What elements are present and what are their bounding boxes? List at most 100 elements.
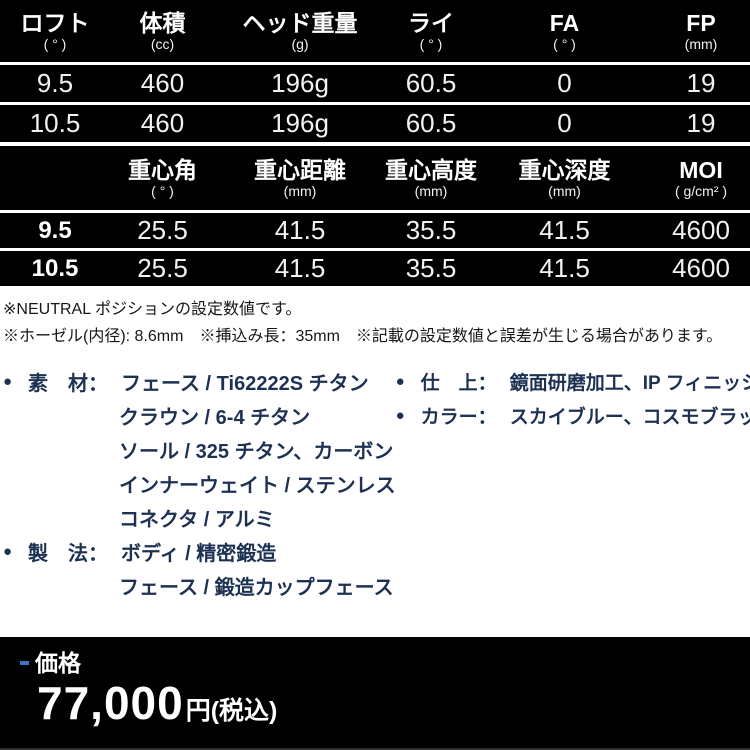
table-cell: 0: [557, 68, 572, 98]
column-label: ヘッド重量: [242, 10, 358, 36]
table-cell: 60.5: [405, 68, 457, 98]
column-header: 重心距離 (mm): [215, 146, 385, 210]
table-cell: 41.5: [274, 253, 326, 283]
table-cell: 196g: [271, 108, 329, 138]
table-cell: 460: [140, 68, 185, 98]
column-header: 体積 (cc): [110, 0, 215, 62]
bullet-icon: ●: [395, 372, 405, 390]
table-row: 9.5 460 196g 60.5 0 19: [0, 62, 750, 102]
column-unit: ( ° ): [553, 36, 576, 52]
materials-section: ● 素 材： フェース / Ti62222S チタンクラウン / 6-4 チタンソー…: [0, 350, 750, 602]
column-header: 重心深度 (mm): [477, 146, 652, 210]
column-label: MOI: [679, 157, 723, 183]
column-label: 重心深度: [518, 157, 611, 183]
table-cell: 9.5: [36, 68, 74, 98]
column-header: ライ( ° ): [385, 0, 477, 62]
table-row: 9.5 25.5 41.5 35.5 41.5 4600: [0, 210, 750, 248]
spec-text: スカイブルー、コスモブラック: [509, 406, 750, 428]
price-tax-unit: 円(税込): [185, 697, 278, 725]
column-unit: ( ° ): [43, 36, 67, 52]
notes-block: ※NEUTRAL ポジションの設定数値です。 ※ホーゼル(内径): 8.6mm …: [0, 286, 750, 350]
table-cell: 10.5: [29, 108, 81, 138]
note-line: ※NEUTRAL ポジションの設定数値です。: [3, 301, 302, 318]
price-amount: 77,000: [37, 677, 184, 729]
column-unit: ( g/cm² ): [674, 183, 728, 199]
table-header-row: 重心角( ° ) 重心距離 (mm) 重心高度 (mm) 重心深度 (mm) MOI( g/c…: [0, 146, 750, 210]
column-unit: (mm): [684, 36, 718, 52]
spec-line: ● カラー： スカイブルー、コスモブラック: [396, 398, 750, 432]
column-label: 重心角: [128, 157, 197, 183]
head-specs-table: ロフト( ° ) 体積 (cc) ヘッド重量 (g) ライ( ° ) FA( ° ) FP (m…: [0, 0, 750, 146]
spec-tables: ロフト( ° ) 体積 (cc) ヘッド重量 (g) ライ( ° ) FA( ° ) FP (m…: [0, 0, 750, 286]
table-cell: 0: [557, 108, 572, 138]
spec-label: カラー：: [420, 406, 497, 428]
spec-line: コネクタ / アルミ: [3, 500, 396, 534]
spec-label: 製 法：: [28, 542, 108, 565]
table-cell: 35.5: [405, 215, 457, 245]
table-cell: 35.5: [405, 253, 457, 283]
table-cell: 60.5: [405, 108, 457, 138]
spec-text: クラウン / 6-4 チタン: [119, 406, 311, 429]
column-unit: ( ° ): [419, 36, 443, 52]
table-cell: 9.5: [38, 216, 72, 244]
column-header: 重心角( ° ): [110, 146, 215, 210]
spec-line: フェース / 鍛造カップフェース: [3, 568, 396, 602]
spec-column-left: ● 素 材： フェース / Ti62222S チタンクラウン / 6-4 チタンソー…: [3, 364, 396, 602]
column-label: FP: [686, 10, 716, 36]
spec-text: 鏡面研磨加工、IP フィニッシュ: [509, 372, 750, 394]
table-header-row: ロフト( ° ) 体積 (cc) ヘッド重量 (g) ライ( ° ) FA( ° ) FP (m…: [0, 0, 750, 62]
spec-text: ボディ / 精密鍛造: [121, 542, 277, 565]
price-label-row: 価格: [20, 651, 750, 675]
column-unit: (mm): [283, 183, 317, 199]
column-label: 重心距離: [254, 157, 346, 183]
column-label: FA: [549, 10, 580, 36]
spec-line: ● 仕 上： 鏡面研磨加工、IP フィニッシュ: [396, 364, 750, 398]
center-of-gravity-specs-table: 重心角( ° ) 重心距離 (mm) 重心高度 (mm) 重心深度 (mm) MOI( g/c…: [0, 146, 750, 286]
table-cell: 196g: [271, 68, 329, 98]
column-header: 重心高度 (mm): [385, 146, 477, 210]
table-cell: 41.5: [274, 215, 326, 245]
spec-text: フェース / 鍛造カップフェース: [119, 576, 394, 599]
bullet-icon: ●: [395, 406, 405, 424]
spec-label: 仕 上：: [420, 372, 497, 394]
column-unit: (g): [291, 36, 309, 52]
column-label: 体積: [139, 10, 186, 36]
table-cell: 41.5: [539, 215, 590, 245]
column-unit: (mm): [414, 183, 448, 199]
table-cell: 4600: [672, 215, 730, 245]
column-header: ヘッド重量 (g): [215, 0, 385, 62]
spec-line: インナーウェイト / ステンレス: [3, 466, 396, 500]
table-cell: 10.5: [31, 254, 79, 282]
column-header: ロフト( ° ): [0, 0, 110, 62]
column-header: [0, 146, 110, 210]
price-label: 価格: [35, 650, 81, 676]
table-cell: 19: [686, 68, 716, 98]
table-cell: 460: [140, 108, 185, 138]
table-cell: 25.5: [137, 215, 188, 245]
note-line: ※ホーゼル(内径): 8.6mm ※挿込み長：35mm ※記載の設定数値と誤差が…: [3, 328, 723, 345]
spec-line: ● 製 法： ボディ / 精密鍛造: [3, 534, 396, 568]
price-bar: 価格 77,000 円(税込): [0, 637, 750, 750]
spec-text: コネクタ / アルミ: [119, 508, 275, 531]
spec-line: ● 素 材： フェース / Ti62222S チタン: [3, 364, 396, 398]
table-cell: 41.5: [539, 253, 590, 283]
price-amount-row: 77,000 円(税込): [37, 677, 750, 729]
bullet-icon: ●: [3, 542, 13, 560]
column-label: 重心高度: [385, 157, 477, 183]
column-header: FA( ° ): [477, 0, 652, 62]
column-unit: (cc): [150, 36, 175, 52]
table-cell: 4600: [672, 253, 730, 283]
table-cell: 25.5: [137, 253, 188, 283]
spec-text: インナーウェイト / ステンレス: [119, 474, 396, 497]
column-label: ライ: [408, 10, 454, 36]
spec-text: フェース / Ti62222S チタン: [121, 372, 369, 395]
table-row: 10.5 460 196g 60.5 0 19: [0, 102, 750, 142]
spec-text: ソール / 325 チタン、カーボン: [119, 440, 394, 463]
column-unit: ( ° ): [151, 183, 174, 199]
column-label: ロフト: [20, 10, 90, 36]
blue-dash-icon: [20, 661, 29, 665]
table-row: 10.5 25.5 41.5 35.5 41.5 4600: [0, 248, 750, 286]
spec-column-right: ● 仕 上： 鏡面研磨加工、IP フィニッシュ ● カラー： スカイブルー、コスモブラック: [396, 364, 750, 602]
column-header: MOI( g/cm² ): [652, 146, 750, 210]
